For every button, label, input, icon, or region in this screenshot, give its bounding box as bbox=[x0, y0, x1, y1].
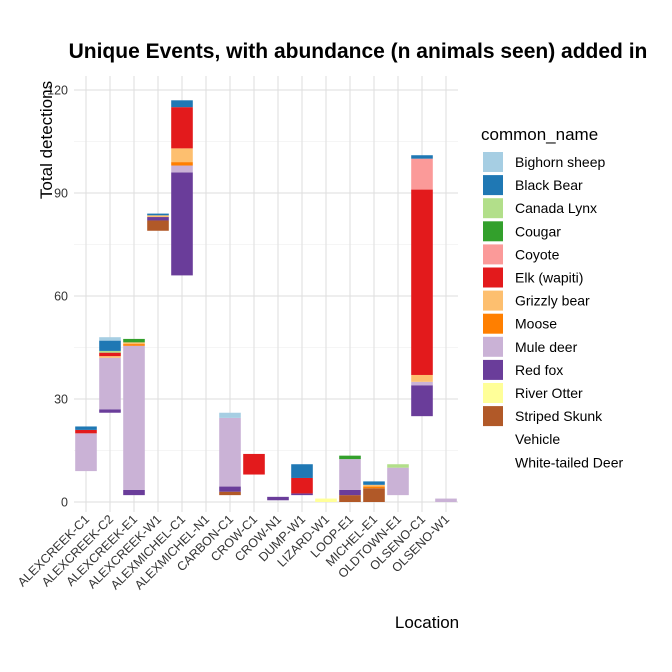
bar-segment-grizzly-bear bbox=[363, 484, 385, 487]
bar-segment-grizzly-bear bbox=[411, 374, 433, 382]
legend-key bbox=[483, 383, 503, 403]
bar-segment-red-fox bbox=[171, 172, 193, 276]
y-axis-title: Total detections bbox=[37, 81, 56, 199]
bar-segment-coyote bbox=[411, 158, 433, 190]
legend-label: Mule deer bbox=[515, 339, 578, 355]
y-tick-label: 30 bbox=[54, 393, 68, 407]
y-tick-label: 60 bbox=[54, 290, 68, 304]
bar-segment-black-bear bbox=[411, 155, 433, 159]
bar-segment-river-otter bbox=[315, 498, 337, 502]
bar-segment-grizzly-bear bbox=[171, 148, 193, 163]
bar-segment-elk-wapiti bbox=[171, 107, 193, 149]
bar-segment-grizzly-bear bbox=[123, 342, 145, 345]
bar-segment-canada-lynx bbox=[99, 350, 121, 353]
legend-key bbox=[483, 313, 503, 334]
bar-segment-striped-skunk bbox=[219, 491, 241, 496]
bar-segment-red-fox bbox=[123, 489, 145, 496]
bar-segment-bighorn-sheep bbox=[219, 412, 241, 418]
bar-segment-striped-skunk bbox=[339, 495, 361, 502]
bar-segment-cougar bbox=[123, 338, 145, 343]
bars bbox=[75, 100, 457, 502]
legend-key bbox=[483, 429, 503, 450]
bar-segment-mule-deer bbox=[387, 467, 409, 496]
legend-key bbox=[483, 406, 503, 427]
bar-segment-mule-deer bbox=[435, 498, 457, 502]
legend-title: common_name bbox=[481, 125, 598, 144]
bar-segment-black-bear bbox=[99, 340, 121, 351]
bar-segment-black-bear bbox=[291, 464, 313, 478]
bar-segment-black-bear bbox=[363, 481, 385, 485]
bar-segment-elk-wapiti bbox=[75, 429, 97, 434]
legend-label: Striped Skunk bbox=[515, 408, 603, 424]
legend-key bbox=[483, 359, 503, 380]
bar-segment-elk-wapiti bbox=[411, 189, 433, 375]
bar-segment-red-fox bbox=[147, 217, 169, 221]
bar-segment-moose bbox=[171, 162, 193, 166]
chart-title: Unique Events, with abundance (n animals… bbox=[69, 40, 648, 63]
legend-label: Vehicle bbox=[515, 431, 560, 447]
x-axis: ALEXCREEK-C1ALEXCREEK-C2ALEXCREEK-E1ALEX… bbox=[15, 512, 452, 592]
legend-key bbox=[483, 244, 503, 265]
legend: common_name Bighorn sheep Black Bear Canad… bbox=[481, 125, 623, 473]
bar-segment-red-fox bbox=[267, 496, 289, 501]
bar-segment-mule-deer bbox=[171, 165, 193, 173]
bar-segment-mule-deer bbox=[411, 381, 433, 386]
bar-segment-grizzly-bear bbox=[99, 356, 121, 358]
bar-segment-cougar bbox=[339, 455, 361, 460]
y-tick-label: 120 bbox=[47, 84, 68, 98]
legend-key bbox=[483, 336, 503, 357]
bar-segment-mule-deer bbox=[123, 345, 145, 490]
x-axis-title: Location bbox=[395, 613, 459, 632]
bar-segment-elk-wapiti bbox=[243, 453, 265, 475]
legend-key bbox=[483, 198, 503, 219]
legend-label: Bighorn sheep bbox=[515, 154, 606, 170]
y-tick-label: 90 bbox=[54, 187, 68, 201]
bar-segment-mule-deer bbox=[339, 459, 361, 490]
legend-label: Cougar bbox=[515, 223, 561, 239]
legend-label: Canada Lynx bbox=[515, 200, 597, 216]
bar-segment-moose bbox=[123, 344, 145, 346]
bar-segment-bighorn-sheep bbox=[99, 337, 121, 341]
legend-label: Red fox bbox=[515, 362, 563, 378]
bar-segment-grizzly-bear bbox=[147, 215, 169, 218]
legend-key bbox=[483, 290, 503, 311]
legend-label: Moose bbox=[515, 316, 557, 332]
bar-segment-moose bbox=[363, 486, 385, 489]
legend-label: Coyote bbox=[515, 246, 560, 262]
bar-segment-red-fox bbox=[339, 489, 361, 496]
bar-segment-red-fox bbox=[291, 493, 313, 496]
bar-segment-red-fox bbox=[219, 486, 241, 492]
legend-key bbox=[483, 452, 503, 473]
legend-label: Black Bear bbox=[515, 177, 583, 193]
legend-label: River Otter bbox=[515, 385, 583, 401]
bar-segment-mule-deer bbox=[219, 417, 241, 487]
bar-segment-striped-skunk bbox=[363, 488, 385, 502]
bar-segment-striped-skunk bbox=[147, 220, 169, 231]
legend-key bbox=[483, 175, 503, 196]
y-tick-label: 0 bbox=[61, 496, 68, 510]
bar-segment-elk-wapiti bbox=[99, 352, 121, 357]
bar-segment-red-fox bbox=[411, 385, 433, 417]
legend-label: White-tailed Deer bbox=[515, 454, 623, 470]
bar-segment-black-bear bbox=[75, 426, 97, 430]
legend-key bbox=[483, 152, 503, 172]
legend-label: Elk (wapiti) bbox=[515, 270, 583, 286]
y-axis: 0 30 60 90 120 bbox=[47, 84, 68, 510]
legend-label: Grizzly bear bbox=[515, 293, 590, 309]
bar-segment-black-bear bbox=[147, 213, 169, 216]
bar-segment-mule-deer bbox=[99, 357, 121, 410]
bar-segment-elk-wapiti bbox=[291, 477, 313, 494]
bar-segment-canada-lynx bbox=[387, 464, 409, 468]
legend-key bbox=[483, 221, 503, 242]
legend-key bbox=[483, 267, 503, 288]
bar-segment-mule-deer bbox=[75, 433, 97, 472]
bar-segment-red-fox bbox=[99, 409, 121, 413]
bar-segment-black-bear bbox=[171, 100, 193, 108]
